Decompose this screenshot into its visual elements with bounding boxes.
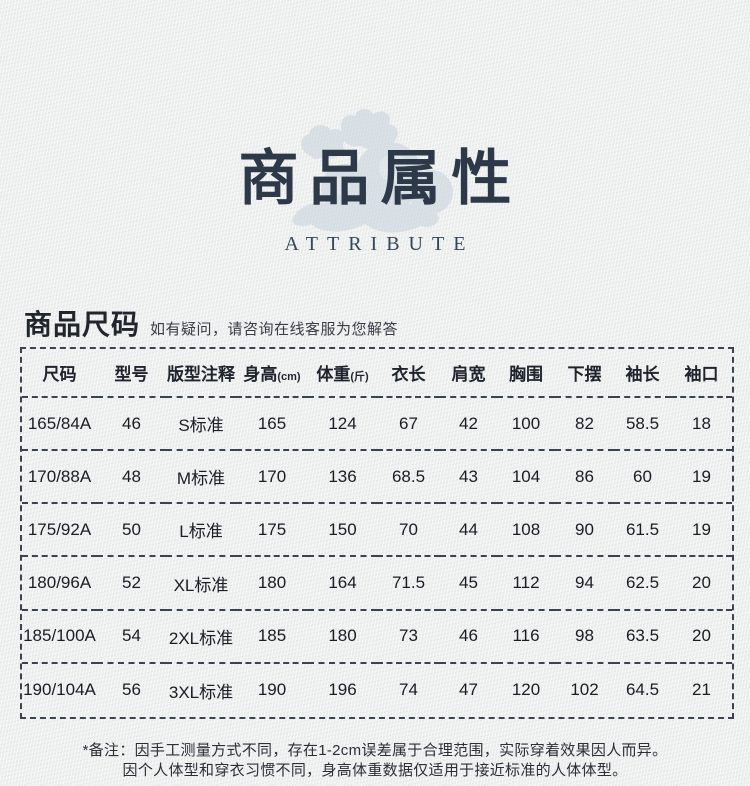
cell-garment-length: 71.5: [377, 557, 440, 611]
size-section-title: 商品尺码: [24, 309, 141, 340]
cell-chest: 116: [497, 611, 555, 664]
cell-shoulder: 46: [440, 611, 497, 664]
table-row: 165/84A 46 S标准 165 124 67 42 100 82 58.5…: [22, 398, 732, 452]
cell-weight: 180: [308, 611, 377, 664]
page-title: 商品属性: [238, 146, 523, 212]
cell-cuff: 19: [671, 504, 732, 558]
col-header-sleeve-length: 袖长: [614, 349, 671, 398]
cell-garment-length: 68.5: [377, 451, 440, 505]
cell-weight: 164: [308, 557, 377, 611]
col-header-cuff: 袖口: [671, 349, 732, 398]
cell-shoulder: 45: [440, 557, 497, 611]
cell-model: 50: [97, 504, 166, 558]
cell-shoulder: 44: [440, 504, 497, 558]
cell-height: 180: [236, 557, 308, 611]
size-chart-table: 尺码 型号 版型注释 身高(cm) 体重(斤) 衣长 肩宽 胸围 下摆 袖长 袖…: [20, 347, 734, 719]
table-row: 190/104A 56 3XL标准 190 196 74 47 120 102 …: [22, 664, 732, 717]
cell-model: 46: [97, 398, 166, 452]
cell-weight: 124: [308, 398, 377, 452]
cell-cuff: 20: [671, 557, 732, 611]
cell-chest: 108: [497, 504, 555, 558]
cell-cuff: 21: [692, 680, 711, 700]
cell-weight: 150: [308, 504, 377, 558]
col-header-size: 尺码: [22, 349, 97, 398]
cell-fit-note: M标准: [166, 451, 236, 505]
cell-chest: 120: [511, 680, 541, 700]
col-header-model: 型号: [97, 349, 166, 398]
cell-size: 175/92A: [22, 504, 97, 558]
cell-shoulder: 47: [459, 680, 478, 700]
cell-chest: 100: [497, 398, 555, 452]
cell-fit-note: L标准: [166, 504, 236, 558]
col-header-chest: 胸围: [497, 349, 555, 398]
cell-height: 175: [236, 504, 308, 558]
cell-sleeve-length: 61.5: [614, 504, 671, 558]
cell-cuff: 18: [671, 398, 732, 452]
cell-hem: 94: [555, 557, 614, 611]
cell-chest: 104: [497, 451, 555, 505]
cell-hem: 86: [555, 451, 614, 505]
cell-model: 48: [97, 451, 166, 505]
table-row: 170/88A 48 M标准 170 136 68.5 43 104 86 60…: [22, 451, 732, 505]
cell-height: 190: [257, 680, 287, 700]
table-row: 180/96A 52 XL标准 180 164 71.5 45 112 94 6…: [22, 557, 732, 611]
cell-hem: 90: [555, 504, 614, 558]
cell-height: 185: [236, 611, 308, 664]
col-header-weight: 体重(斤): [308, 349, 377, 398]
cell-size: 185/100A: [22, 611, 97, 664]
table-header-row: 尺码 型号 版型注释 身高(cm) 体重(斤) 衣长 肩宽 胸围 下摆 袖长 袖…: [22, 349, 732, 398]
table-row: 175/92A 50 L标准 175 150 70 44 108 90 61.5…: [22, 504, 732, 558]
cell-garment-length: 67: [377, 398, 440, 452]
cell-fit-note: S标准: [166, 398, 236, 452]
cell-cuff: 20: [671, 611, 732, 664]
col-header-fit-note: 版型注释: [166, 349, 236, 398]
cell-garment-length: 74: [399, 680, 418, 700]
size-section-note: 如有疑问，请咨询在线客服为您解答: [150, 321, 399, 338]
cell-sleeve-length: 64.5: [625, 680, 660, 700]
cell-sleeve-length: 60: [614, 451, 671, 505]
cell-size: 180/96A: [22, 557, 97, 611]
cell-shoulder: 42: [440, 398, 497, 452]
cell-garment-length: 70: [377, 504, 440, 558]
col-header-height: 身高(cm): [236, 349, 308, 398]
cell-sleeve-length: 58.5: [614, 398, 671, 452]
cell-hem: 102: [570, 680, 599, 700]
cell-model: 54: [97, 611, 166, 664]
cell-chest: 112: [497, 557, 555, 611]
col-header-garment-length: 衣长: [377, 349, 440, 398]
cell-fit-note: 3XL标准: [168, 682, 234, 702]
cell-size: 190/104A: [23, 680, 96, 700]
cell-weight: 196: [328, 680, 357, 700]
cell-size: 165/84A: [22, 398, 97, 452]
cell-hem: 98: [555, 611, 614, 664]
cell-hem: 82: [555, 398, 614, 452]
cell-weight: 136: [308, 451, 377, 505]
cell-model: 56: [122, 680, 141, 700]
cell-height: 170: [236, 451, 308, 505]
disclaimer-line-1: *备注：因手工测量方式不同，存在1-2cm误差属于合理范围，实际穿着效果因人而异…: [82, 742, 668, 759]
col-header-hem: 下摆: [555, 349, 614, 398]
cell-size: 170/88A: [22, 451, 97, 505]
col-header-shoulder: 肩宽: [440, 349, 497, 398]
cell-shoulder: 43: [440, 451, 497, 505]
cell-model: 52: [97, 557, 166, 611]
cell-sleeve-length: 62.5: [614, 557, 671, 611]
size-section-header: 商品尺码 如有疑问，请咨询在线客服为您解答: [24, 303, 398, 343]
cell-height: 165: [236, 398, 308, 452]
measurement-disclaimer: *备注：因手工测量方式不同，存在1-2cm误差属于合理范围，实际穿着效果因人而异…: [0, 741, 750, 781]
cell-fit-note: XL标准: [166, 557, 236, 611]
cell-sleeve-length: 63.5: [614, 611, 671, 664]
disclaimer-line-2: 因个人体型和穿衣习惯不同，身高体重数据仅适用于接近标准的人体体型。: [122, 762, 628, 779]
cell-cuff: 19: [671, 451, 732, 505]
page-subtitle: ATTRIBUTE: [284, 233, 475, 255]
table-row: 185/100A 54 2XL标准 185 180 73 46 116 98 6…: [22, 611, 732, 664]
cell-garment-length: 73: [377, 611, 440, 664]
cell-fit-note: 2XL标准: [166, 611, 236, 664]
